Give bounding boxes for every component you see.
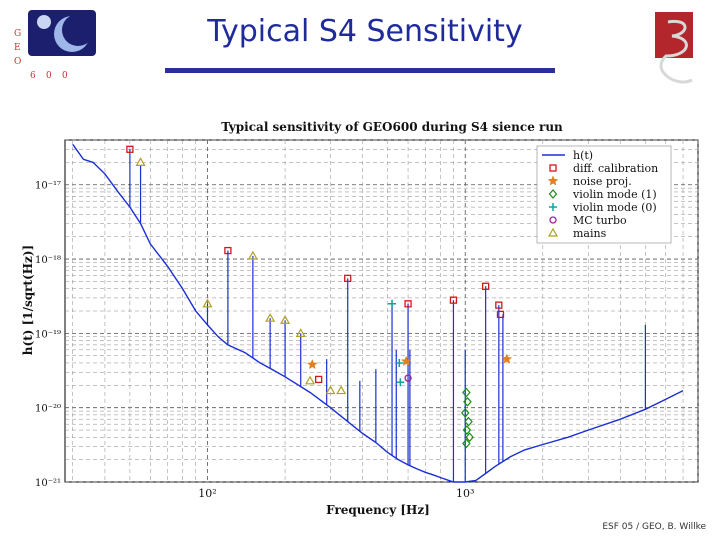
- y-tick-label: 10⁻²¹: [35, 478, 61, 489]
- series-group: [72, 143, 684, 483]
- y-tick-labels: 10⁻¹⁷ 10⁻¹⁸ 10⁻¹⁹ 10⁻²⁰ 10⁻²¹: [35, 181, 61, 489]
- legend-label: violin mode (0): [572, 201, 657, 214]
- marker-diamond: [465, 432, 474, 443]
- marker-triangle: [305, 375, 316, 385]
- legend-swatch-plus: [549, 203, 557, 211]
- x-tick-label: 10³: [456, 487, 474, 500]
- marker-square: [495, 301, 503, 309]
- marker-square: [224, 246, 232, 255]
- legend-label: violin mode (1): [572, 188, 657, 201]
- marker-diamond: [464, 416, 473, 427]
- marker-square: [126, 145, 134, 153]
- legend-swatch-star: [547, 175, 559, 186]
- legend-label: diff. calibration: [573, 162, 658, 175]
- logo-digit-0a: 0: [46, 71, 52, 81]
- x-axis-label: Frequency [Hz]: [326, 503, 430, 517]
- marker-triangle: [325, 385, 336, 395]
- marker-diamond: [462, 387, 471, 398]
- institute-emblem: [655, 12, 693, 84]
- logo-digit-0b: 0: [62, 71, 68, 81]
- chart-title: Typical sensitivity of GEO600 during S4 …: [221, 120, 563, 134]
- x-tick-label: 10²: [198, 487, 216, 500]
- marker-star: [400, 355, 412, 366]
- series-line-h-t: [72, 143, 684, 483]
- y-tick-label: 10⁻²⁰: [35, 404, 61, 415]
- marker-triangle: [336, 385, 347, 395]
- marker-plus: [396, 378, 405, 387]
- title-underline: [165, 68, 555, 73]
- legend-swatch-triangle: [547, 227, 559, 237]
- legend-swatch-diamond: [548, 189, 558, 199]
- marker-circle: [404, 374, 412, 382]
- y-tick-label: 10⁻¹⁹: [35, 329, 61, 340]
- marker-square: [344, 274, 352, 283]
- marker-star: [501, 353, 513, 364]
- marker-triangle: [265, 312, 276, 322]
- marker-triangle: [280, 315, 291, 324]
- slide-title: Typical S4 Sensitivity: [207, 14, 523, 49]
- marker-plus: [395, 358, 404, 367]
- marker-diamond: [462, 425, 472, 435]
- logo-digit-6: 6: [30, 71, 36, 81]
- logo-planet-shadow: [62, 14, 94, 46]
- marker-diamond: [462, 438, 471, 449]
- marker-triangle: [202, 298, 213, 308]
- marker-plus: [388, 299, 397, 308]
- slide-footer: ESF 05 / GEO, B. Willke: [602, 522, 706, 532]
- logo-letter-g: G: [14, 29, 21, 39]
- spectral-lines: [129, 149, 646, 482]
- marker-triangle: [247, 250, 258, 260]
- legend-label: mains: [573, 227, 607, 240]
- marker-square: [315, 375, 323, 384]
- logo-letter-e: E: [14, 43, 21, 53]
- marker-square: [449, 296, 458, 304]
- marker-group: [126, 145, 513, 449]
- logo-moon: [37, 15, 51, 29]
- logo-letter-o: O: [14, 57, 21, 67]
- legend-swatch-square: [549, 164, 557, 172]
- y-axis-label: h(t) [1/sqrt(Hz)]: [21, 245, 35, 355]
- legend-box: [536, 145, 672, 244]
- legend-label: MC turbo: [573, 214, 627, 227]
- y-tick-label: 10⁻¹⁷: [35, 181, 61, 192]
- marker-triangle: [295, 328, 306, 337]
- x-tick-labels: 10² 10³: [198, 487, 474, 500]
- marker-diamond: [460, 408, 470, 418]
- legend-swatch-circle: [549, 216, 557, 224]
- legend-label: h(t): [573, 149, 593, 162]
- geo600-logo: G E O 6 0 0: [14, 10, 96, 81]
- marker-diamond: [463, 396, 472, 407]
- legend-label: noise proj.: [573, 175, 632, 188]
- marker-square: [481, 282, 490, 290]
- marker-square: [496, 310, 505, 319]
- y-tick-label: 10⁻¹⁸: [35, 255, 61, 266]
- marker-star: [306, 358, 318, 370]
- marker-triangle: [135, 157, 146, 166]
- marker-square: [404, 300, 412, 308]
- emblem-swirl: [659, 19, 693, 84]
